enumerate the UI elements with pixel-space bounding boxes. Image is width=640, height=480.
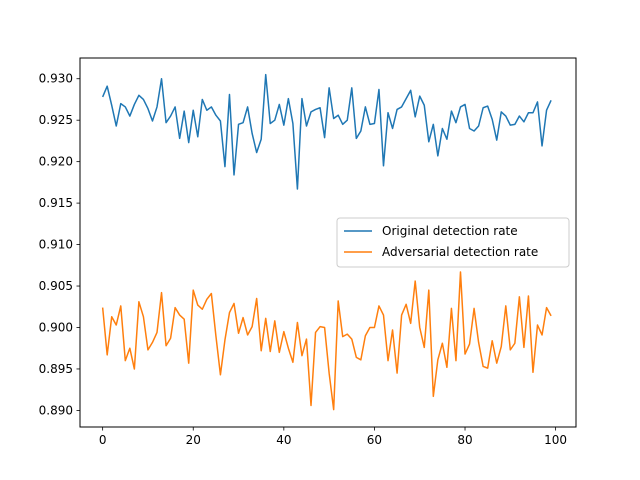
x-axis: 0 20 40 60 80 100 [99, 427, 567, 447]
y-tick-label: 0.900 [39, 320, 73, 334]
y-tick-label: 0.890 [39, 403, 73, 417]
legend-label-original: Original detection rate [382, 224, 518, 238]
x-tick-label: 20 [186, 433, 201, 447]
y-tick-label: 0.895 [39, 362, 73, 376]
y-tick-label: 0.910 [39, 238, 73, 252]
x-tick-label: 0 [99, 433, 107, 447]
x-tick-label: 80 [457, 433, 472, 447]
x-tick-label: 60 [367, 433, 382, 447]
series-layer [101, 73, 552, 411]
y-tick-label: 0.925 [39, 113, 73, 127]
series-line-original [101, 73, 552, 190]
y-tick-label: 0.915 [39, 196, 73, 210]
legend-box [336, 217, 570, 268]
plot-frame [79, 57, 577, 428]
legend: Original detection rate Adversarial dete… [336, 217, 570, 268]
y-tick-label: 0.905 [39, 279, 73, 293]
x-tick-label: 100 [544, 433, 567, 447]
x-tick-label: 40 [276, 433, 291, 447]
y-axis: 0.890 0.895 0.900 0.905 0.910 0.915 0.920 0.925… [39, 72, 80, 417]
legend-label-adversarial: Adversarial detection rate [382, 245, 538, 259]
y-tick-label: 0.930 [39, 72, 73, 86]
y-tick-label: 0.920 [39, 155, 73, 169]
series-line-adversarial [101, 271, 552, 411]
